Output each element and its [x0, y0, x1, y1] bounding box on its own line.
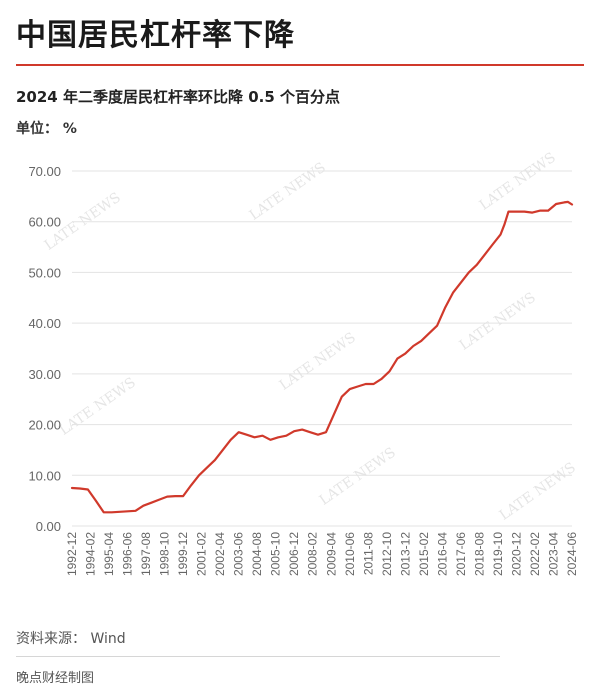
x-tick-label: 2016-04 — [435, 532, 449, 576]
x-tick-label: 2017-06 — [454, 532, 468, 576]
watermark-text: LATE NEWS — [497, 460, 579, 524]
y-tick-label: 50.00 — [28, 265, 61, 280]
x-tick-label: 1999-12 — [176, 532, 190, 576]
x-tick-label: 2008-02 — [306, 532, 320, 576]
title-divider — [16, 64, 584, 66]
x-tick-label: 2012-10 — [380, 532, 394, 576]
x-tick-label: 2009-04 — [324, 532, 338, 576]
watermark-layer: LATE NEWS LATE NEWS LATE NEWS LATE NEWS LATE… — [42, 150, 579, 524]
watermark-text: LATE NEWS — [317, 445, 399, 509]
x-tick-label: 1995-04 — [102, 532, 116, 576]
x-tick-label: 2013-12 — [398, 532, 412, 576]
y-tick-label: 40.00 — [28, 316, 61, 331]
x-tick-label: 2005-10 — [269, 532, 283, 576]
y-tick-label: 30.00 — [28, 367, 61, 382]
x-tick-label: 1994-02 — [84, 532, 98, 576]
watermark-text: LATE NEWS — [247, 160, 329, 224]
x-tick-label: 2006-12 — [287, 532, 301, 576]
watermark-text: LATE NEWS — [277, 330, 359, 394]
x-tick-label: 1992-12 — [65, 532, 79, 576]
y-tick-labels: 0.00 10.00 20.00 30.00 40.00 50.00 60.00 70.00 — [28, 164, 61, 534]
chart-title: 中国居民杠杆率下降 — [16, 18, 295, 53]
credit-note: 晚点财经制图 — [16, 671, 95, 686]
y-tick-label: 70.00 — [28, 164, 61, 179]
x-tick-label: 2018-08 — [472, 532, 486, 576]
x-tick-label: 2011-08 — [361, 532, 375, 575]
watermark-text: LATE NEWS — [477, 150, 559, 214]
watermark-text: LATE NEWS — [57, 375, 139, 439]
x-tick-label: 1997-08 — [139, 532, 153, 576]
x-tick-label: 2024-06 — [565, 532, 579, 576]
footer-divider — [16, 656, 500, 657]
x-tick-label: 2019-10 — [491, 532, 505, 576]
y-tick-label: 20.00 — [28, 418, 61, 433]
x-tick-label: 2001-02 — [195, 532, 209, 576]
y-tick-label: 0.00 — [36, 519, 61, 534]
y-tick-label: 10.00 — [28, 468, 61, 483]
watermark-text: LATE NEWS — [457, 290, 539, 354]
x-tick-label: 2010-06 — [343, 532, 357, 576]
series-line — [70, 200, 574, 514]
x-tick-label: 2020-12 — [509, 532, 523, 576]
data-series — [70, 200, 574, 514]
x-tick-label: 2002-04 — [213, 532, 227, 576]
x-tick-label: 2015-02 — [417, 532, 431, 576]
x-tick-label: 1996-06 — [121, 532, 135, 576]
y-tick-label: 60.00 — [28, 215, 61, 230]
x-tick-label: 1998-10 — [158, 532, 172, 576]
grid-lines — [72, 170, 572, 527]
source-note: 资料来源： Wind — [16, 631, 126, 647]
x-tick-label: 2003-06 — [232, 532, 246, 576]
unit-label: 单位： % — [16, 121, 77, 137]
x-tick-label: 2022-02 — [528, 532, 542, 576]
x-tick-label: 2023-04 — [546, 532, 560, 576]
chart-subtitle: 2024 年二季度居民杠杆率环比降 0.5 个百分点 — [16, 88, 340, 106]
x-tick-labels: 1992-12 1994-02 1995-04 1996-06 1997-08 1998-… — [65, 532, 579, 576]
line-chart: LATE NEWS LATE NEWS LATE NEWS LATE NEWS LATE… — [28, 150, 579, 576]
x-tick-label: 2004-08 — [250, 532, 264, 576]
